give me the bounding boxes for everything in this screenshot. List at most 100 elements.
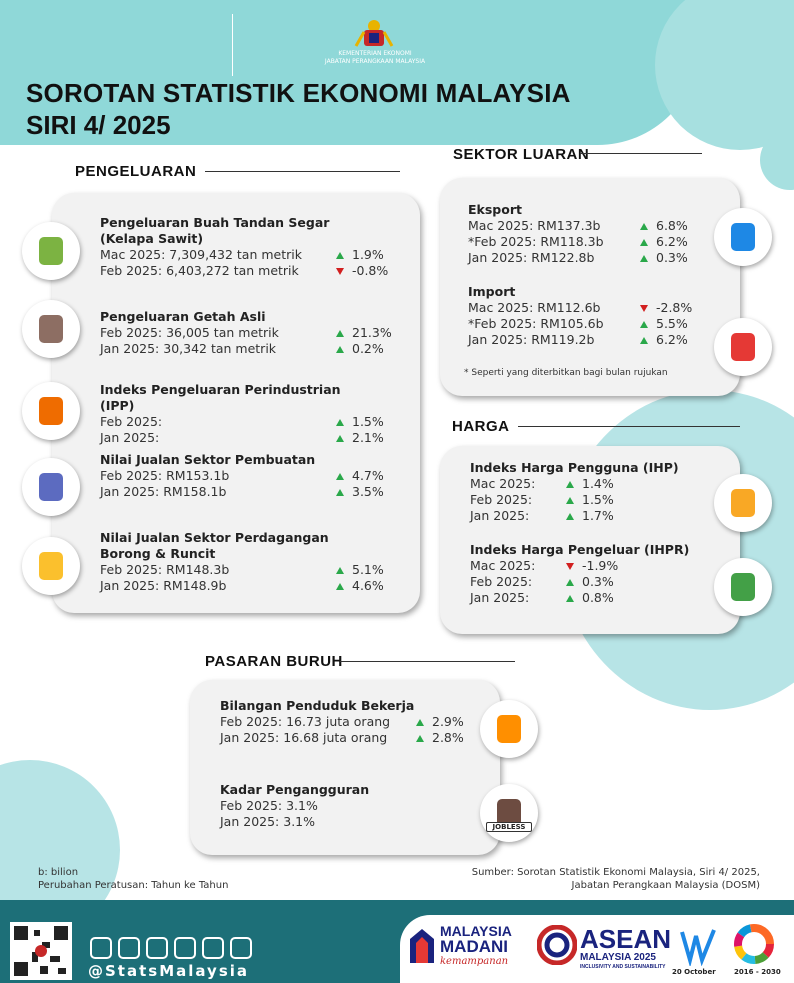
item-title: Indeks Harga Pengeluar (IHPR)	[470, 542, 690, 557]
data-row: Mac 2025: RM112.6b -2.8%	[468, 300, 728, 316]
trend-arrow	[566, 496, 574, 504]
madani-logo: MALAYSIA MADANI kemampanan	[440, 924, 512, 969]
row-label: Jan 2025:	[470, 508, 530, 523]
title: SOROTAN STATISTIK EKONOMI MALAYSIA	[26, 78, 571, 108]
data-row: Feb 2025: 0.3%	[470, 574, 730, 590]
ministry-name: KEMENTERIAN EKONOMI	[338, 50, 412, 57]
card: Pengeluaran Buah Tandan Segar (Kelapa Sa…	[52, 193, 420, 613]
data-row: Mac 2025: RM137.3b 6.8%	[468, 218, 728, 234]
crest	[354, 20, 394, 47]
row-label: Feb 2025: 6,403,272 tan metrik	[100, 263, 299, 278]
change: 6.2%	[640, 234, 688, 250]
row-label: Jan 2025: 3.1%	[220, 814, 315, 829]
item-title: Nilai Jualan Sektor Perdagangan Borong &…	[100, 530, 329, 561]
logo-text: MALAYSIA 2025	[580, 952, 656, 963]
change-value: 6.8%	[656, 218, 688, 233]
icon	[22, 222, 80, 280]
change-value: 21.3%	[352, 325, 392, 340]
change: 1.7%	[566, 508, 614, 524]
social-icon	[90, 937, 112, 959]
icon-shape	[39, 237, 63, 265]
section-heading: HARGA	[452, 418, 510, 435]
item-title: Pengeluaran Getah Asli	[100, 309, 266, 324]
change: 0.3%	[566, 574, 614, 590]
social-icon	[118, 937, 140, 959]
row-label: Mac 2025: RM137.3b	[468, 218, 601, 233]
change: 1.5%	[336, 414, 384, 430]
item-title: Kadar Pengangguran	[220, 782, 370, 797]
icon-label: JOBLESS	[486, 822, 532, 832]
icon	[714, 318, 772, 376]
trend-arrow	[640, 254, 648, 262]
source-line: Sumber: Sorotan Statistik Ekonomi Malays…	[471, 867, 760, 878]
change-value: -0.8%	[352, 263, 389, 278]
trend-arrow	[336, 472, 344, 480]
item: Nilai Jualan Sektor Perdagangan Borong &…	[100, 530, 384, 594]
sdg-mark	[734, 924, 774, 964]
note: b: bilion	[38, 867, 79, 878]
change: 2.1%	[336, 430, 384, 446]
logo-text: MADANI	[440, 937, 508, 956]
card: Indeks Harga Pengguna (IHP) Mac 2025: 1.4%…	[440, 446, 740, 634]
row-label: Mac 2025: 7,309,432 tan metrik	[100, 247, 302, 262]
trend-arrow	[566, 562, 574, 570]
item: Indeks Harga Pengeluar (IHPR) Mac 2025: -1…	[470, 542, 730, 606]
data-row: Mac 2025: 1.4%	[470, 476, 730, 492]
trend-arrow	[336, 251, 344, 259]
icon	[22, 300, 80, 358]
change: 6.8%	[640, 218, 688, 234]
trend-arrow	[336, 267, 344, 275]
icon-shape	[731, 489, 755, 517]
item-title: Bilangan Penduduk Bekerja	[220, 698, 415, 713]
change-value: 2.1%	[352, 430, 384, 445]
data-row: Jan 2025: 30,342 tan metrik 0.2%	[100, 341, 392, 357]
logo-text: INCLUSIVITY AND SUSTAINABILITY	[580, 964, 666, 970]
data-row: Jan 2025: RM158.1b 3.5%	[100, 484, 384, 500]
change: 1.9%	[336, 247, 384, 263]
rule	[205, 171, 400, 172]
social-handle: @StatsMalaysia	[88, 962, 250, 980]
change-value: 0.8%	[582, 590, 614, 605]
change-value: 5.5%	[656, 316, 688, 331]
trend-arrow	[336, 329, 344, 337]
trend-arrow	[336, 582, 344, 590]
rule	[340, 661, 515, 662]
change-value: 0.3%	[656, 250, 688, 265]
change: 5.1%	[336, 562, 384, 578]
icon	[714, 558, 772, 616]
data-row: Jan 2025: 1.7%	[470, 508, 730, 524]
event-date: 20 October	[672, 968, 716, 976]
social-icon	[174, 937, 196, 959]
item: Kadar Pengangguran Feb 2025: 3.1% Jan 2025…	[220, 782, 480, 830]
logo-strip	[400, 915, 794, 983]
row-label: Feb 2025:	[470, 574, 533, 589]
data-row: Jan 2025: 3.1%	[220, 814, 480, 830]
trend-arrow	[566, 578, 574, 586]
item-title: Indeks Pengeluaran Perindustrian (IPP)	[100, 382, 341, 413]
logo-text: MALAYSIA	[440, 923, 512, 939]
change: 0.3%	[640, 250, 688, 266]
event-mark	[680, 929, 716, 966]
note: Perubahan Peratusan: Tahun ke Tahun	[38, 880, 229, 891]
item: Indeks Pengeluaran Perindustrian (IPP) Fe…	[100, 382, 384, 446]
data-row: Feb 2025: 16.73 juta orang 2.9%	[220, 714, 480, 730]
row-label: Feb 2025: RM148.3b	[100, 562, 230, 577]
data-row: Feb 2025: RM153.1b 4.7%	[100, 468, 384, 484]
item-title: Pengeluaran Buah Tandan Segar (Kelapa Sa…	[100, 215, 330, 246]
row-label: *Feb 2025: RM118.3b	[468, 234, 604, 249]
item-title: Import	[468, 284, 516, 299]
data-row: Jan 2025: RM119.2b 6.2%	[468, 332, 728, 348]
row-label: Jan 2025: 16.68 juta orang	[220, 730, 388, 745]
change-value: 4.7%	[352, 468, 384, 483]
icon-shape	[39, 315, 63, 343]
icon-shape	[39, 473, 63, 501]
header-background	[0, 0, 700, 145]
icon	[714, 208, 772, 266]
change: 5.5%	[640, 316, 688, 332]
data-row: Feb 2025: RM148.3b 5.1%	[100, 562, 384, 578]
trend-arrow	[336, 566, 344, 574]
asean-mark	[537, 925, 577, 965]
row-label: Jan 2025: RM148.9b	[100, 578, 227, 593]
icon-shape	[39, 397, 63, 425]
